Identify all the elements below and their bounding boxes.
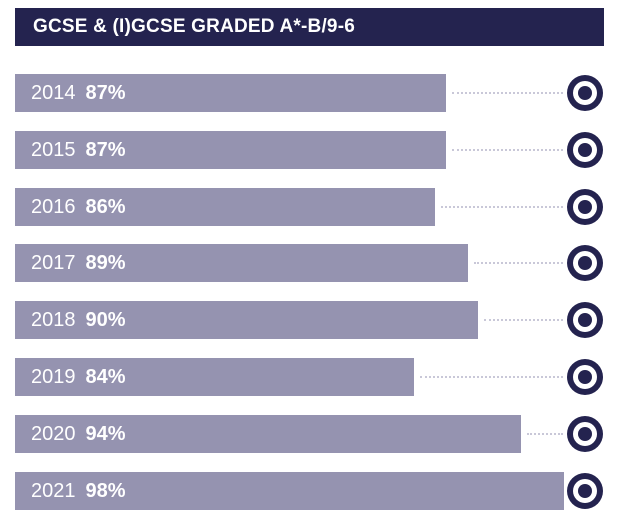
bar-row: 2018 90%	[15, 301, 605, 339]
bar-row: 2017 89%	[15, 244, 605, 282]
bar-row: 2019 84%	[15, 358, 605, 396]
bar-row: 2020 94%	[15, 415, 605, 453]
bar-row: 2016 86%	[15, 188, 605, 226]
bar	[15, 131, 446, 169]
bar-label: 2016 86%	[31, 188, 126, 226]
bar-row: 2021 98%	[15, 472, 605, 510]
target-circle-icon	[567, 359, 603, 395]
category-label: 2020	[31, 422, 76, 445]
bar-row: 2015 87%	[15, 131, 605, 169]
bar	[15, 415, 521, 453]
bar	[15, 244, 468, 282]
bar	[15, 472, 564, 510]
bar-label: 2014 87%	[31, 74, 126, 112]
category-label: 2014	[31, 81, 76, 104]
target-circle-icon	[567, 132, 603, 168]
bar-label: 2021 98%	[31, 472, 126, 510]
value-label: 94%	[85, 422, 126, 445]
category-label: 2019	[31, 365, 76, 388]
bar-label: 2015 87%	[31, 131, 126, 169]
target-circle-icon	[567, 189, 603, 225]
bar-label: 2017 89%	[31, 244, 126, 282]
bar-row: 2014 87%	[15, 74, 605, 112]
dotted-leader-line	[420, 376, 563, 378]
chart-title: GCSE & (I)GCSE GRADED A*-B/9-6	[33, 16, 355, 37]
target-circle-icon	[567, 473, 603, 509]
dotted-leader-line	[452, 149, 563, 151]
value-label: 84%	[85, 365, 126, 388]
value-label: 86%	[85, 195, 126, 218]
dotted-leader-line	[474, 262, 563, 264]
bar	[15, 301, 478, 339]
dotted-leader-line	[484, 319, 563, 321]
category-label: 2018	[31, 308, 76, 331]
bar	[15, 358, 414, 396]
dotted-leader-line	[452, 92, 563, 94]
bar-label: 2020 94%	[31, 415, 126, 453]
value-label: 87%	[85, 81, 126, 104]
value-label: 89%	[85, 251, 126, 274]
value-label: 90%	[85, 308, 126, 331]
chart-title-bar: GCSE & (I)GCSE GRADED A*-B/9-6	[15, 8, 604, 46]
category-label: 2021	[31, 479, 76, 502]
target-circle-icon	[567, 302, 603, 338]
bar-label: 2018 90%	[31, 301, 126, 339]
category-label: 2017	[31, 251, 76, 274]
bar-label: 2019 84%	[31, 358, 126, 396]
category-label: 2015	[31, 138, 76, 161]
value-label: 87%	[85, 138, 126, 161]
target-circle-icon	[567, 75, 603, 111]
target-circle-icon	[567, 416, 603, 452]
target-circle-icon	[567, 245, 603, 281]
dotted-leader-line	[441, 206, 563, 208]
category-label: 2016	[31, 195, 76, 218]
dotted-leader-line	[527, 433, 563, 435]
bar	[15, 188, 435, 226]
bar	[15, 74, 446, 112]
value-label: 98%	[85, 479, 126, 502]
